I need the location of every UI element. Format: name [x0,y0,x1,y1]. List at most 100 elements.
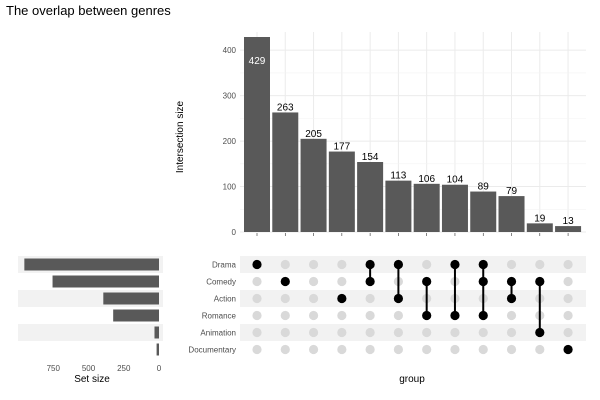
matrix-dot-inactive [535,344,545,355]
matrix-dot-active [422,310,432,321]
set-label: Documentary [188,346,236,355]
matrix-dot-inactive [337,259,347,270]
intersection-bar [357,162,384,232]
y-tick-label: 100 [223,183,237,192]
matrix-dot-inactive [506,310,517,321]
matrix-dot-active [422,276,432,287]
matrix-dot-inactive [308,310,319,321]
set-size-bar [103,292,159,305]
matrix-dot-inactive [393,327,403,338]
matrix-dot-active [252,259,262,270]
intersection-bar [498,196,525,232]
matrix-dot-active [393,259,403,270]
intersection-bar [441,184,468,232]
matrix-dot-inactive [337,327,347,338]
matrix-dot-active [535,327,545,338]
bar-value-label: 429 [249,56,266,67]
bar-value-label: 113 [390,171,406,182]
bar-value-label: 177 [333,142,350,153]
set-label: Romance [202,312,237,321]
matrix-dot-inactive [478,344,488,355]
matrix-dot-active [365,276,375,287]
y-tick-label: 300 [223,92,237,101]
matrix-dot-active [393,293,403,304]
matrix-dot-inactive [393,310,403,321]
matrix-band [240,256,586,273]
matrix-dot-inactive [563,259,573,270]
set-size-bar [52,275,159,288]
set-size-tick-label: 250 [117,364,131,373]
y-axis-title: Intersection size [175,100,186,173]
bar-value-label: 104 [447,175,464,186]
set-label: Action [214,295,236,304]
matrix-dot-inactive [365,310,375,321]
matrix-dot-inactive [506,327,517,338]
matrix-dot-active [365,259,375,270]
matrix-dot-inactive [450,327,460,338]
bar-value-label: 205 [305,129,322,140]
intersection-bar [385,180,412,232]
intersection-bar [328,151,355,232]
matrix-dot-active [506,293,517,304]
matrix-dot-inactive [365,293,375,304]
y-tick-label: 0 [232,228,237,237]
matrix-dot-inactive [422,327,432,338]
bar-value-label: 19 [534,213,546,224]
bar-value-label: 89 [478,182,490,193]
intersection-bar [244,37,270,232]
matrix-dot-active [337,293,347,304]
chart-labels: 0 100 200 300 400 429 263 205 177 154 113 106 104 89 7… [47,46,575,385]
matrix-dot-inactive [365,344,375,355]
matrix-dot-inactive [252,293,262,304]
matrix-dot-inactive [563,310,573,321]
matrix-dot-inactive [563,327,573,338]
matrix-dot-inactive [308,293,319,304]
set-label: Drama [212,261,237,270]
matrix-dot-inactive [422,344,432,355]
matrix-dot-active [563,344,573,355]
matrix-dot-inactive [280,327,290,338]
matrix-dot-inactive [308,344,319,355]
matrix-dot-inactive [252,276,262,287]
matrix-dot-inactive [280,259,290,270]
set-label: Comedy [206,278,236,287]
matrix-dot-inactive [535,259,545,270]
matrix-dot-active [506,276,517,287]
intersection-bars [244,37,582,232]
matrix-dot-inactive [252,344,262,355]
membership-matrix [252,259,573,355]
set-size-bars [24,258,159,356]
matrix-dot-active [478,310,488,321]
matrix-dot-inactive [252,310,262,321]
matrix-dot-inactive [252,327,262,338]
matrix-dot-inactive [563,276,573,287]
matrix-dot-inactive [308,259,319,270]
matrix-dot-inactive [506,344,517,355]
matrix-dot-inactive [450,344,460,355]
matrix-dot-inactive [506,259,517,270]
set-size-tick-label: 750 [47,364,61,373]
intersection-bar [272,112,299,232]
intersection-bar [555,226,582,232]
x-axis-title: group [399,374,425,385]
matrix-dot-inactive [422,259,432,270]
matrix-dot-inactive [337,344,347,355]
set-size-tick-label: 0 [157,364,162,373]
matrix-dot-inactive [308,276,319,287]
intersection-bar [413,183,440,232]
matrix-band [240,290,586,307]
set-size-tick-label: 500 [82,364,96,373]
intersection-bar [300,138,327,232]
matrix-dot-active [450,259,460,270]
set-label: Animation [200,329,236,338]
bar-value-label: 263 [277,102,294,113]
y-tick-label: 400 [223,46,237,55]
matrix-dot-inactive [308,327,319,338]
bar-value-label: 106 [418,174,435,185]
matrix-dot-inactive [365,327,375,338]
matrix-dot-inactive [478,327,488,338]
set-size-band [18,324,163,341]
matrix-dot-inactive [563,293,573,304]
matrix-dot-active [535,276,545,287]
